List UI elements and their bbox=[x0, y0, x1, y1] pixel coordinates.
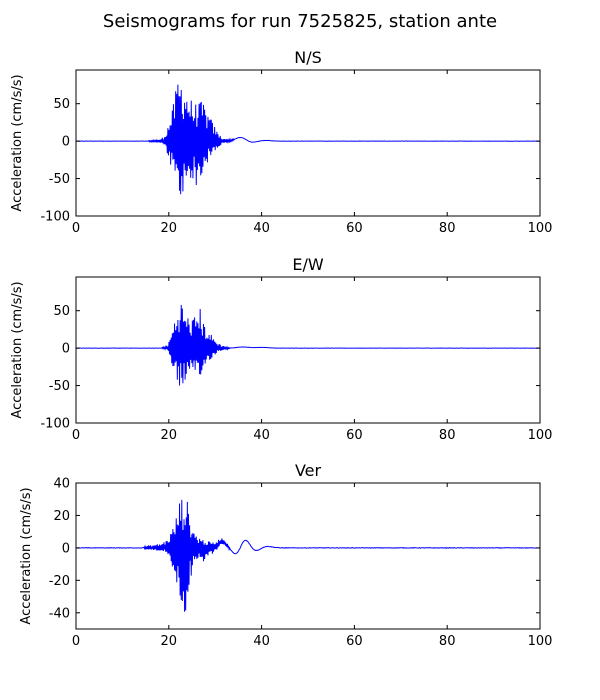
y-tick-label: 0 bbox=[62, 541, 70, 556]
x-tick-label: 0 bbox=[72, 221, 80, 236]
x-tick-label: 60 bbox=[346, 634, 363, 649]
x-tick-label: 80 bbox=[439, 428, 456, 443]
x-tick-label: 0 bbox=[72, 634, 80, 649]
x-tick-label: 40 bbox=[253, 428, 270, 443]
y-tick-label: 40 bbox=[53, 477, 70, 492]
y-tick-label: -50 bbox=[49, 172, 70, 187]
plot-frame bbox=[75, 482, 541, 630]
y-tick-label: -50 bbox=[49, 379, 70, 394]
y-tick-label: 50 bbox=[53, 97, 70, 112]
subplot-title: N/S bbox=[294, 48, 322, 67]
subplot-2: 0 20 40 60 80 100 -100 -50 0 50 E/W Acceleration (c… bbox=[10, 255, 552, 443]
x-tick-label: 0 bbox=[72, 428, 80, 443]
y-tick-label: 0 bbox=[62, 135, 70, 150]
seismogram-line bbox=[76, 305, 540, 386]
x-tick-label: 100 bbox=[528, 221, 553, 236]
y-tick-label: 50 bbox=[53, 304, 70, 319]
x-tick-label: 100 bbox=[528, 428, 553, 443]
y-tick-label: -100 bbox=[40, 417, 70, 432]
subplot-title: Ver bbox=[295, 461, 322, 480]
subplot-3: 0 20 40 60 80 100 -40 -20 0 20 40 Ver Acceleration (… bbox=[19, 461, 552, 649]
y-tick-label: 0 bbox=[62, 342, 70, 357]
figure-title: Seismograms for run 7525825, station ant… bbox=[102, 11, 498, 32]
y-tick-label: -40 bbox=[49, 606, 70, 621]
y-axis-label: Acceleration (cm/s/s) bbox=[10, 74, 25, 211]
x-tick-label: 60 bbox=[346, 221, 363, 236]
x-tick-label: 40 bbox=[253, 221, 270, 236]
seismogram-line bbox=[76, 499, 540, 612]
plot-frame bbox=[75, 276, 541, 424]
y-axis-label: Acceleration (cm/s/s) bbox=[10, 281, 25, 418]
y-tick-label: 20 bbox=[53, 509, 70, 524]
x-tick-label: 80 bbox=[439, 221, 456, 236]
subplot-title: E/W bbox=[292, 255, 324, 274]
y-axis-label: Acceleration (cm/s/s) bbox=[19, 487, 34, 624]
plot-frame bbox=[75, 69, 541, 217]
y-tick-label: -20 bbox=[49, 574, 70, 589]
x-tick-label: 100 bbox=[528, 634, 553, 649]
seismogram-line bbox=[76, 84, 540, 195]
x-tick-label: 80 bbox=[439, 634, 456, 649]
x-tick-label: 20 bbox=[161, 634, 178, 649]
x-tick-label: 20 bbox=[161, 428, 178, 443]
subplot-1: 0 20 40 60 80 100 -100 -50 0 50 N/S Acceleration (c… bbox=[10, 48, 552, 236]
y-tick-label: -100 bbox=[40, 210, 70, 225]
x-tick-label: 60 bbox=[346, 428, 363, 443]
x-tick-label: 20 bbox=[161, 221, 178, 236]
x-tick-label: 40 bbox=[253, 634, 270, 649]
